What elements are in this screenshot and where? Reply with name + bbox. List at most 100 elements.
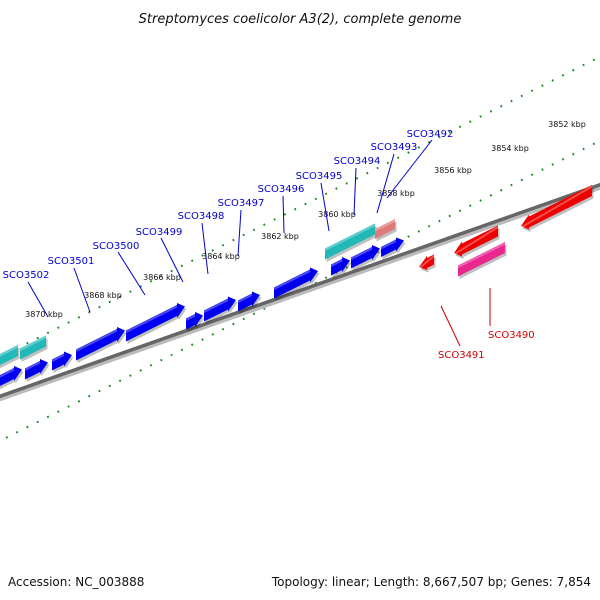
top-ruler-tick (366, 171, 369, 175)
top-ruler-tick (149, 280, 153, 283)
bottom-ruler-tick (345, 266, 348, 269)
gene-box[interactable] (325, 223, 375, 260)
top-ruler-tick (458, 125, 462, 129)
gene-label[interactable]: SCO3502 (3, 270, 50, 281)
bottom-ruler-tick (592, 142, 596, 146)
top-ruler-tick (396, 156, 400, 159)
bottom-ruler-tick (87, 394, 91, 398)
bottom-ruler-tick (118, 379, 122, 383)
top-ruler-tick (582, 63, 585, 67)
bottom-ruler-tick (561, 158, 565, 161)
top-ruler-tick (108, 300, 112, 304)
top-ruler-tick (118, 295, 122, 299)
kbp-label: 3870 kbp (25, 310, 63, 319)
top-ruler-tick (510, 99, 513, 103)
gene-box[interactable] (0, 345, 18, 368)
gene-label[interactable]: SCO3498 (178, 211, 225, 222)
kbp-label: 3860 kbp (318, 210, 356, 219)
bottom-ruler-tick (530, 173, 534, 177)
bottom-ruler-tick (211, 333, 215, 336)
gene-arrow-highlight (125, 305, 178, 333)
bottom-ruler-tick (252, 312, 256, 316)
gene-box-highlight (0, 345, 19, 357)
gene-arrow[interactable] (126, 303, 185, 342)
top-ruler-tick (283, 213, 287, 216)
top-ruler-tick (211, 249, 215, 252)
top-ruler-tick (293, 207, 297, 211)
bottom-ruler-tick (541, 168, 544, 171)
top-ruler-tick (129, 290, 132, 293)
gene-arrow[interactable] (0, 366, 22, 389)
top-ruler-tick (252, 228, 256, 232)
bottom-ruler-tick (520, 178, 524, 182)
top-ruler-tick (304, 202, 307, 206)
callout-line (353, 167, 357, 216)
gene-arrow-highlight (350, 247, 373, 260)
top-ruler-tick (57, 326, 60, 329)
gene-label[interactable]: SCO3499 (136, 227, 183, 238)
callout-line (237, 209, 242, 257)
callout-line (376, 153, 395, 214)
bottom-ruler-tick (149, 364, 153, 367)
kbp-label: 3852 kbp (548, 120, 586, 129)
bottom-ruler-tick (160, 358, 163, 362)
gene-box-highlight (457, 242, 506, 268)
top-ruler-tick (386, 161, 390, 165)
gene-features (0, 185, 594, 390)
gene-arrow[interactable] (419, 254, 434, 271)
top-ruler-tick (499, 104, 503, 108)
top-ruler-tick (46, 331, 50, 335)
gene-arrow[interactable] (52, 351, 72, 371)
gene-arrow[interactable] (238, 291, 260, 312)
gene-arrow[interactable] (204, 296, 236, 322)
top-ruler-tick (98, 305, 101, 309)
kbp-labels: 3852 kbp 3854 kbp 3856 kbp 3858 kbp 3860 kbp… (25, 120, 586, 319)
gene-box-highlight (374, 219, 396, 232)
top-ruler-tick (36, 336, 39, 340)
gene-arrow[interactable] (186, 312, 203, 330)
top-ruler-tick (438, 135, 441, 139)
gene-arrow[interactable] (351, 245, 380, 269)
gene-arrow[interactable] (454, 225, 498, 257)
top-ruler-tick (335, 187, 338, 190)
bottom-ruler-tick (582, 147, 585, 151)
gene-label[interactable]: SCO3495 (296, 171, 343, 182)
gene-label[interactable]: SCO3493 (371, 142, 418, 153)
bottom-ruler-tick (427, 224, 431, 228)
top-ruler-tick (469, 120, 472, 123)
callout-line (201, 222, 209, 275)
gene-label[interactable]: SCO3500 (93, 241, 140, 252)
gene-box[interactable] (375, 219, 395, 239)
top-ruler-tick (160, 274, 163, 278)
gene-arrow-highlight (51, 354, 65, 362)
bottom-ruler-tick (263, 307, 266, 310)
bottom-ruler-tick (469, 204, 472, 207)
gene-box[interactable] (20, 335, 46, 360)
gene-arrow-highlight (418, 255, 435, 270)
gene-arrow[interactable] (274, 267, 318, 299)
top-ruler-tick (407, 151, 410, 154)
callout-line (117, 251, 146, 296)
gene-label[interactable]: SCO3496 (258, 184, 305, 195)
gene-arrow-highlight (75, 329, 118, 352)
callout-line (282, 195, 285, 234)
bottom-ruler-tick (232, 322, 235, 326)
callout-line (386, 139, 433, 199)
gene-arrow[interactable] (381, 237, 404, 258)
bottom-ruler-tick (324, 276, 328, 280)
bottom-ruler-tick (201, 338, 204, 341)
gene-label[interactable]: SCO3491 (438, 350, 485, 361)
gene-label[interactable]: SCO3501 (48, 256, 95, 267)
callout-line (160, 237, 184, 283)
gene-arrow[interactable] (25, 359, 48, 380)
gene-label[interactable]: SCO3490 (488, 330, 535, 341)
gene-arrow[interactable] (76, 327, 125, 361)
gene-arrow[interactable] (521, 185, 592, 230)
gene-label[interactable]: SCO3492 (407, 129, 454, 140)
gene-arrow[interactable] (331, 257, 350, 276)
gene-label[interactable]: SCO3494 (334, 156, 381, 167)
gene-label[interactable]: SCO3497 (218, 198, 265, 209)
gene-box[interactable] (458, 242, 505, 277)
